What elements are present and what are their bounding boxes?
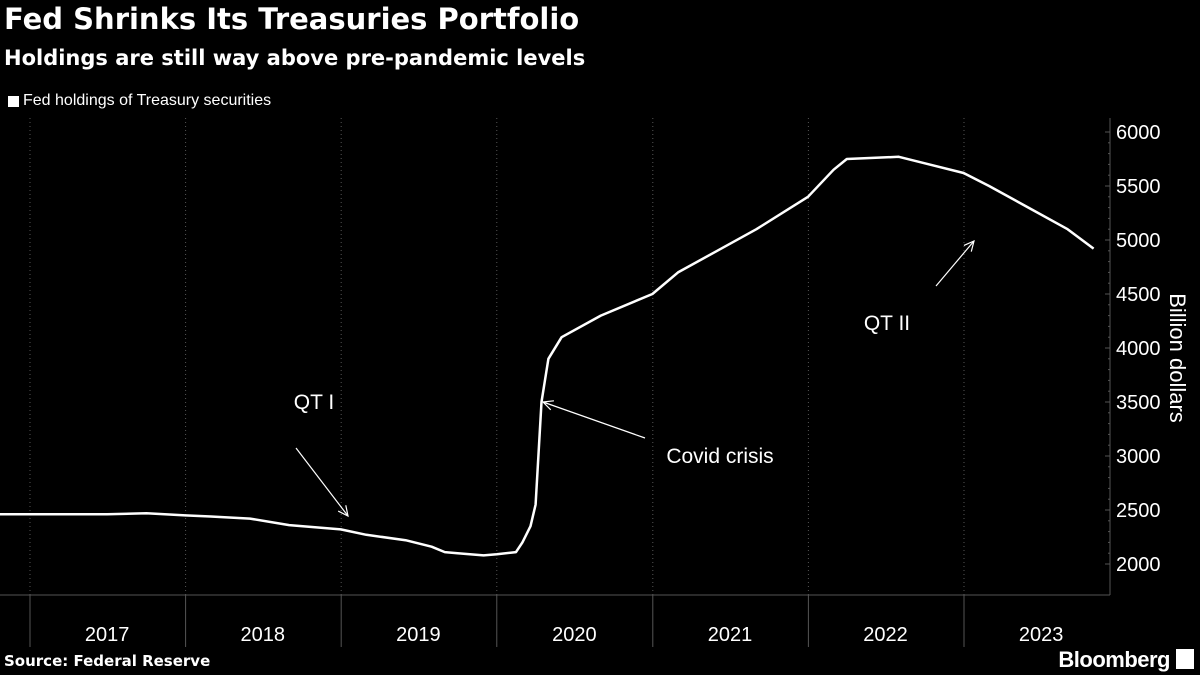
annotation-label-0: QT I xyxy=(294,391,334,414)
annotation-arrow-1 xyxy=(541,400,646,439)
x-tick-label-2018: 2018 xyxy=(241,624,286,646)
chart-subtitle: Holdings are still way above pre-pandemi… xyxy=(4,46,586,70)
y-tick-label-4000: 4000 xyxy=(1116,338,1161,360)
y-tick-label-2000: 2000 xyxy=(1116,554,1161,576)
x-tick-label-2017: 2017 xyxy=(85,624,130,646)
y-tick-label-5000: 5000 xyxy=(1116,230,1161,252)
annotation-arrow-0-shaft xyxy=(295,447,349,517)
annotation-arrow-0 xyxy=(295,447,349,518)
annotation-arrow-0-head xyxy=(337,505,349,518)
x-tick-label-2022: 2022 xyxy=(863,624,908,646)
chart-title: Fed Shrinks Its Treasuries Portfolio xyxy=(4,2,580,36)
y-tick-label-5500: 5500 xyxy=(1116,176,1161,198)
y-axis-label: Billion dollars xyxy=(1165,293,1190,423)
legend-label: Fed holdings of Treasury securities xyxy=(23,92,272,109)
y-tick-label-3500: 3500 xyxy=(1116,392,1161,414)
annotation-arrow-2-head xyxy=(963,239,975,252)
annotation-label-1: Covid crisis xyxy=(666,445,773,468)
annotation-arrow-2 xyxy=(935,239,975,287)
grid-layer xyxy=(29,118,965,595)
bloomberg-logo: Bloomberg xyxy=(1058,647,1170,672)
annotation-label-2: QT II xyxy=(864,312,910,335)
annotation-arrow-1-shaft xyxy=(542,401,646,439)
series-layer xyxy=(0,155,1095,557)
y-tick-label-2500: 2500 xyxy=(1116,500,1161,522)
annotation-arrow-2-shaft xyxy=(935,240,975,287)
y-tick-label-4500: 4500 xyxy=(1116,284,1161,306)
annotation-layer: QT I Covid crisis QT II xyxy=(294,239,975,518)
y-tick-label-6000: 6000 xyxy=(1116,122,1161,144)
x-tick-label-2023: 2023 xyxy=(1019,624,1064,646)
axis-layer: 2017 2018 2019 2020 2021 2022 2023 2000 2500 3000… xyxy=(0,118,1161,647)
x-tick-label-2020: 2020 xyxy=(552,624,597,646)
annotation-arrow-1-head xyxy=(541,400,554,411)
x-tick-label-2019: 2019 xyxy=(396,624,441,646)
x-tick-label-2021: 2021 xyxy=(708,624,753,646)
legend-swatch xyxy=(8,95,19,107)
series-line-0 xyxy=(0,155,1095,557)
legend: Fed holdings of Treasury securities xyxy=(8,92,271,110)
source-note: Source: Federal Reserve xyxy=(4,652,211,670)
y-tick-label-3000: 3000 xyxy=(1116,446,1161,468)
bloomberg-terminal-icon xyxy=(1176,649,1194,669)
